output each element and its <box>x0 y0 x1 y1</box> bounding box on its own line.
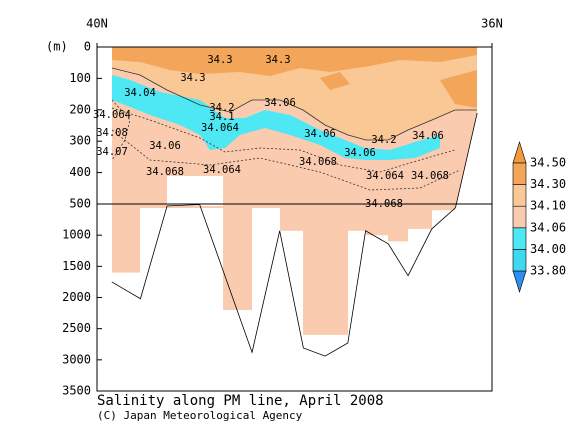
salinity-region <box>223 204 252 310</box>
colorbar-label: 34.30 <box>530 177 566 191</box>
contour-line <box>111 99 131 161</box>
contour-label: 34.08 <box>96 127 128 139</box>
contour-label: 34.1 <box>209 111 234 123</box>
contour-label: 34.2 <box>209 102 234 114</box>
x-tick-label: 36N <box>481 17 503 31</box>
chart-title: Salinity along PM line, April 2008 <box>97 393 384 409</box>
contour-label: 34.3 <box>265 54 290 66</box>
contour-label: 34.068 <box>365 198 403 210</box>
contour-label: 34.064 <box>201 122 239 134</box>
y-tick-label: 100 <box>69 71 91 85</box>
salinity-region <box>440 70 477 108</box>
colorbar-label: 34.50 <box>530 156 566 170</box>
contour-label: 34.2 <box>371 134 396 146</box>
colorbar-label: 34.00 <box>530 242 566 256</box>
salinity-region <box>112 204 140 273</box>
colorbar-label: 34.06 <box>530 220 566 234</box>
contour-label: 34.3 <box>207 54 232 66</box>
contour-label: 34.068 <box>299 156 337 168</box>
salinity-region <box>388 204 408 242</box>
colorbar-band <box>512 227 527 250</box>
contour-line <box>111 107 456 173</box>
colorbar-band <box>512 205 527 229</box>
y-tick-label: 400 <box>69 165 91 179</box>
contour-label: 34.06 <box>344 147 376 159</box>
y-axis-label: (m) <box>46 40 68 54</box>
salinity-region <box>348 204 366 231</box>
contour-label: 34.06 <box>412 130 444 142</box>
colorbar-band <box>512 249 527 272</box>
y-tick-label: 1000 <box>62 228 91 242</box>
contour-label: 34.064 <box>366 170 404 182</box>
y-tick-label: 200 <box>69 102 91 116</box>
bottom-profile <box>111 112 478 357</box>
frame <box>96 46 493 392</box>
contour-label: 34.3 <box>180 72 205 84</box>
x-tick-label: 40N <box>86 17 108 31</box>
contour-label: 34.06 <box>264 97 296 109</box>
salinity-region <box>112 47 477 76</box>
contour-label: 34.04 <box>124 87 156 99</box>
contour-label: 34.07 <box>96 146 128 158</box>
contour-line <box>111 129 461 191</box>
salinity-region <box>408 204 432 229</box>
salinity-region <box>320 72 350 90</box>
y-tick-label: 2000 <box>62 290 91 304</box>
y-tick-label: 500 <box>69 197 91 211</box>
colorbar-band <box>512 162 527 185</box>
y-tick-label: 300 <box>69 134 91 148</box>
credit: (C) Japan Meteorological Agency <box>97 409 303 422</box>
salinity-region <box>112 75 440 160</box>
plot-area <box>111 47 477 335</box>
contour-label: 34.06 <box>149 140 181 152</box>
salinity-region <box>280 204 303 231</box>
contour-label: 34.06 <box>304 128 336 140</box>
contour-label: 34.068 <box>146 166 184 178</box>
y-tick-label: 3000 <box>62 352 91 366</box>
contour-line <box>111 67 477 141</box>
y-tick-label: 0 <box>84 40 91 54</box>
salinity-region <box>366 204 388 236</box>
colorbar-band <box>512 184 527 207</box>
y-tick-label: 3500 <box>62 384 91 398</box>
contour-label: 34.068 <box>411 170 449 182</box>
y-tick-label: 2500 <box>62 321 91 335</box>
colorbar-label: 33.80 <box>530 264 566 278</box>
colorbar-label: 34.10 <box>530 199 566 213</box>
salinity-region <box>432 204 455 211</box>
no-data <box>167 176 223 206</box>
salinity-region <box>303 204 348 335</box>
y-tick-label: 1500 <box>62 259 91 273</box>
contour-label: 34.064 <box>203 164 241 176</box>
contour-label: 34.064 <box>93 109 131 121</box>
